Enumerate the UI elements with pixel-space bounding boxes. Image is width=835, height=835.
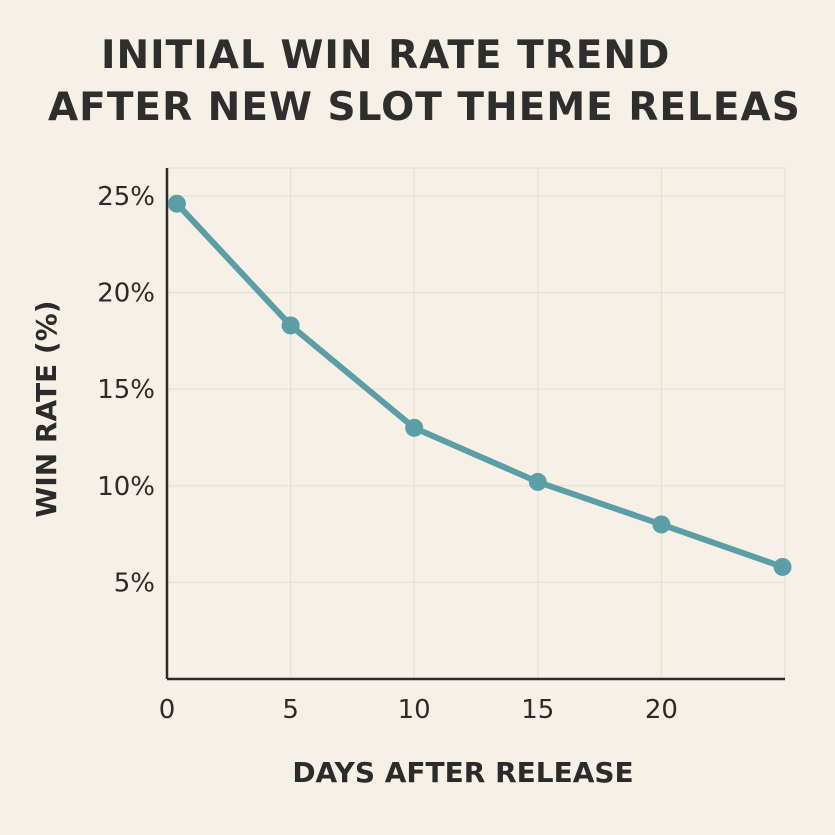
chart-grid (167, 167, 786, 679)
data-point (773, 557, 792, 576)
x-tick-label: 15 (521, 695, 554, 725)
y-tick-label: 20% (97, 279, 155, 309)
chart-title: INITIAL WIN RATE TREND AFTER NEW SLOT TH… (0, 30, 835, 134)
y-tick-label: 10% (97, 472, 155, 502)
y-axis-label: WIN RATE (%) (30, 300, 63, 517)
y-axis-ticks: 25% 20% 15% 10% 5% (97, 182, 155, 598)
x-tick-label: 10 (398, 695, 431, 725)
chart-series (167, 194, 792, 576)
chart-title-line-1: INITIAL WIN RATE TREND (101, 33, 671, 78)
x-tick-label: 20 (645, 695, 678, 725)
x-axis-ticks: 0 5 10 15 20 (159, 695, 678, 725)
x-tick-label: 5 (282, 695, 299, 725)
data-point (405, 418, 424, 437)
data-point (652, 515, 671, 534)
chart-title-line-2: AFTER NEW SLOT THEME RELEAS (48, 85, 801, 130)
y-tick-label: 25% (97, 182, 155, 212)
x-axis-label: DAYS AFTER RELEASE (292, 756, 633, 789)
data-point (281, 316, 300, 335)
chart-axes (165, 168, 785, 681)
y-tick-label: 15% (97, 375, 155, 405)
data-point (167, 194, 186, 213)
series-line (173, 200, 786, 570)
x-tick-label: 0 (159, 695, 176, 725)
y-tick-label: 5% (114, 568, 155, 598)
data-point (528, 472, 547, 491)
